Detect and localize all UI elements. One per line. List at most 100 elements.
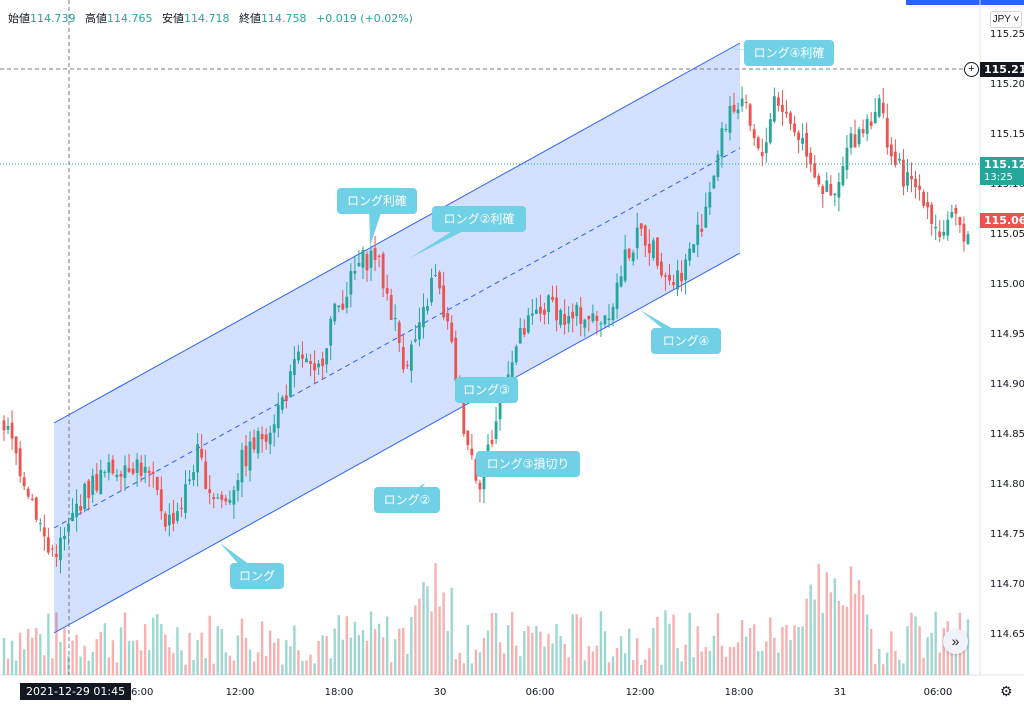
candle-body: [288, 371, 292, 397]
volume-bar: [349, 637, 353, 675]
volume-bar: [648, 648, 651, 675]
volume-bar: [805, 598, 808, 675]
candle-body: [700, 228, 704, 232]
x-tick-label: 06:00: [526, 687, 555, 698]
candle-body: [526, 315, 530, 333]
candle-body: [772, 96, 776, 122]
candle-body: [409, 344, 413, 371]
high-value: 114.765: [107, 12, 153, 25]
candle-body: [946, 219, 950, 236]
volume-bar: [373, 629, 377, 675]
candle-body: [442, 285, 446, 318]
volume-bar: [95, 639, 98, 675]
candle-body: [192, 472, 195, 480]
volume-bar: [611, 656, 615, 675]
candle-body: [768, 119, 772, 143]
volume-bar: [575, 614, 578, 675]
volume-bar: [123, 612, 127, 675]
settings-gear-icon[interactable]: ⚙: [1000, 683, 1013, 699]
candle-body: [623, 249, 627, 281]
x-tick-label: 30: [434, 687, 447, 698]
candle-body: [756, 137, 760, 149]
add-alert-icon[interactable]: +: [964, 62, 979, 77]
candle-body: [522, 328, 526, 335]
volume-bar: [79, 656, 82, 675]
last-price-tag: 115.126 13:25: [980, 157, 1024, 185]
candle-body: [668, 274, 671, 281]
volume-bar: [591, 651, 595, 675]
candle-body: [381, 253, 385, 289]
volume-bar: [442, 592, 445, 675]
volume-bar: [43, 655, 46, 675]
volume-bar: [966, 619, 970, 675]
volume-bar: [821, 612, 824, 675]
candle-body: [454, 337, 458, 381]
volume-bar: [27, 628, 30, 675]
volume-bar: [232, 660, 236, 675]
candle-body: [418, 322, 421, 340]
callout-box: [432, 206, 526, 232]
volume-bar: [385, 616, 389, 675]
currency-selector[interactable]: JPY ˅: [990, 11, 1022, 28]
last-price: 115.126: [984, 158, 1024, 171]
volume-bar: [837, 600, 841, 675]
candle-body: [837, 181, 841, 198]
callout-label: ロング②利確: [444, 211, 515, 226]
volume-bar: [906, 626, 909, 675]
volume-bar: [55, 612, 58, 675]
volume-bar: [644, 659, 647, 675]
volume-bar: [220, 628, 223, 675]
candle-body: [498, 399, 502, 420]
candle-body: [10, 422, 14, 439]
candle-body: [825, 180, 829, 192]
volume-bar: [640, 664, 643, 675]
volume-bar: [954, 647, 958, 675]
candle-body: [720, 128, 724, 157]
candle-body: [176, 511, 179, 521]
volume-bar: [470, 663, 474, 675]
candle-body: [276, 404, 280, 429]
candle-body: [571, 311, 575, 319]
volume-bar: [309, 654, 312, 675]
volume-bar: [301, 660, 304, 675]
volume-bar: [172, 653, 175, 675]
candle-body: [881, 102, 885, 114]
x-tick-label: 18:00: [725, 687, 754, 698]
volume-bar: [498, 642, 502, 675]
candle-body: [559, 310, 562, 325]
candle-body: [95, 474, 99, 491]
channel-mid-line: [53, 147, 741, 529]
volume-bar: [313, 663, 316, 675]
volume-bar: [660, 664, 663, 675]
volume-bar: [865, 614, 869, 675]
candle-body: [547, 295, 550, 313]
x-tick-label: 12:00: [626, 687, 655, 698]
volume-bar: [176, 627, 179, 675]
volume-bar: [761, 650, 764, 675]
candle-body: [643, 225, 647, 246]
volume-bar: [107, 657, 111, 675]
candle-body: [430, 277, 433, 303]
volume-bar: [922, 657, 925, 675]
candle-body: [264, 434, 268, 442]
crosshair-date-label: 2021-12-29 01:45: [20, 683, 132, 700]
candle-body: [55, 553, 58, 558]
volume-bar: [168, 647, 171, 675]
volume-bar: [845, 606, 849, 675]
volume-bar: [14, 660, 18, 675]
candle-body: [159, 489, 163, 512]
volume-bar: [10, 640, 14, 675]
candle-body: [639, 223, 643, 229]
volume-bar: [252, 661, 256, 675]
scroll-to-realtime-button[interactable]: »: [943, 629, 968, 654]
candle-body: [216, 497, 220, 499]
candle-body: [813, 163, 817, 178]
candle-body: [910, 175, 913, 180]
candle-body: [361, 250, 365, 268]
volume-bar: [31, 637, 34, 675]
candle-body: [696, 224, 700, 245]
candle-body: [938, 231, 942, 237]
volume-bar: [607, 662, 611, 675]
crosshair-price-tag: 115.213: [980, 62, 1024, 77]
